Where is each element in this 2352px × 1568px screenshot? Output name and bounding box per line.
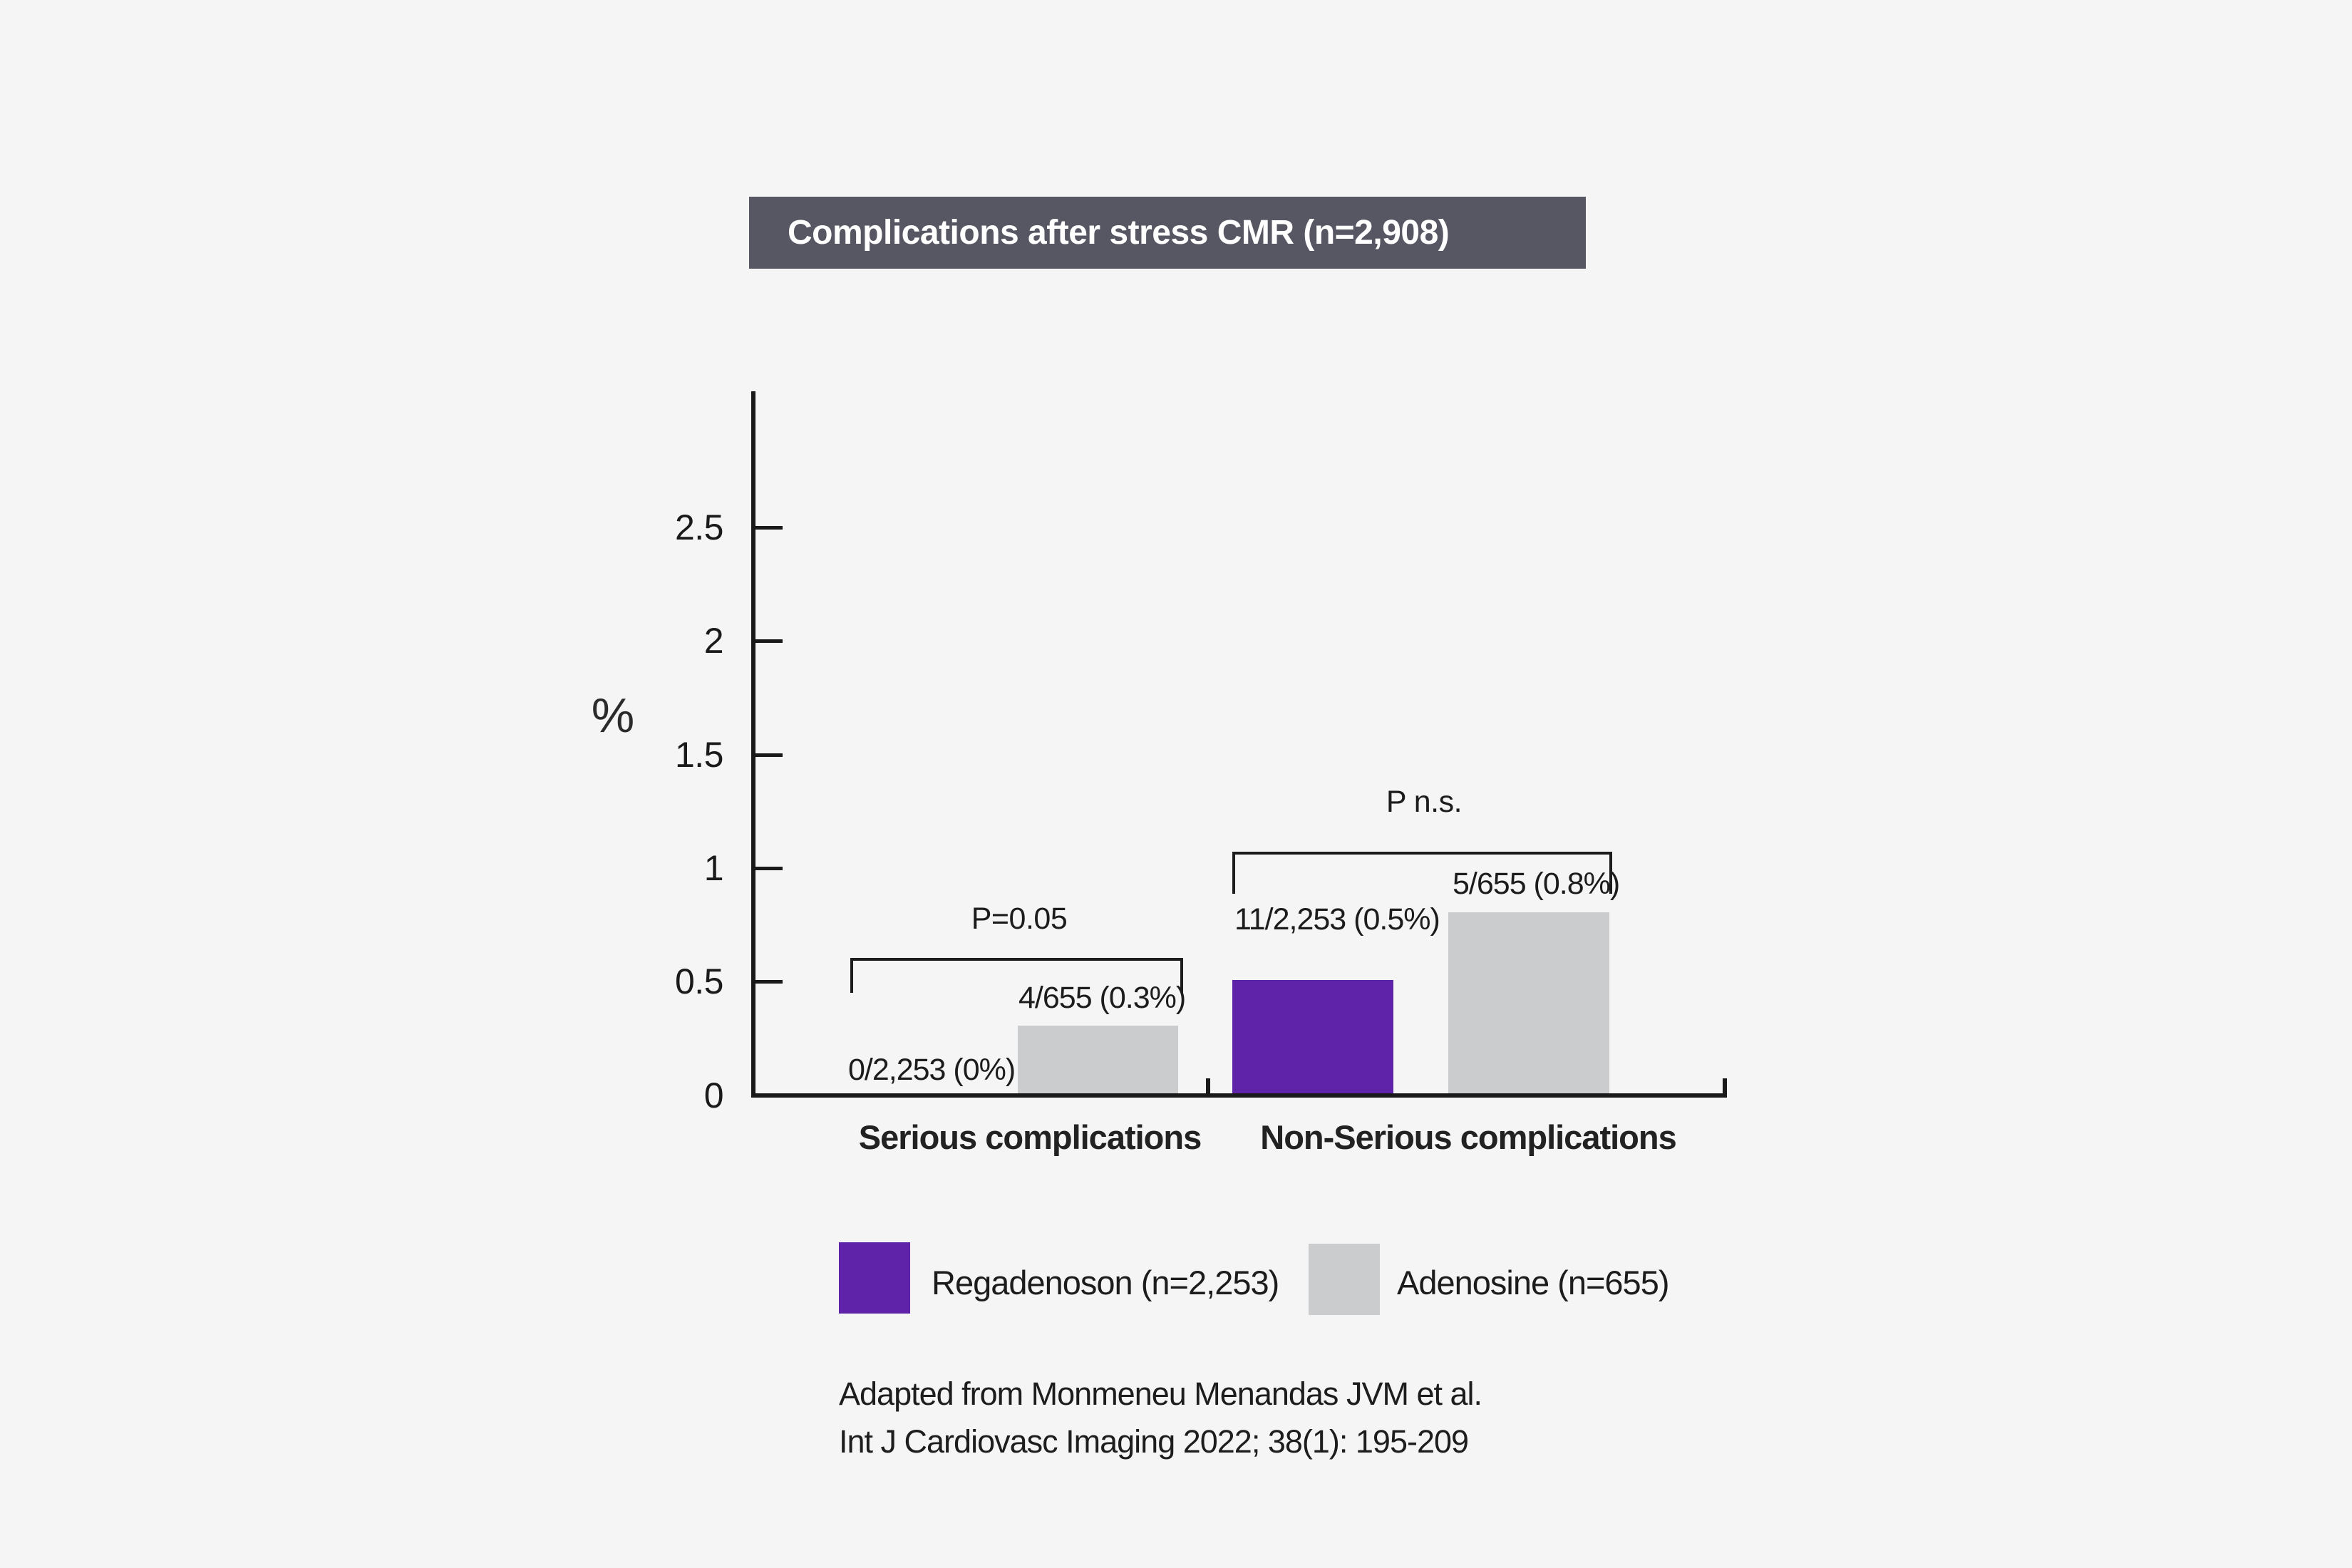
citation-line-2: Int J Cardiovasc Imaging 2022; 38(1): 19…	[839, 1423, 1469, 1460]
y-tick-2-5	[755, 526, 783, 530]
x-axis-mid-tick	[1206, 1078, 1210, 1093]
bar-nonserious-regadenoson	[1232, 980, 1393, 1093]
y-tick-0-5	[755, 980, 783, 984]
legend-label-regadenoson: Regadenoson (n=2,253)	[932, 1264, 1279, 1301]
value-label-serious-adenosine: 4/655 (0.3%)	[1018, 981, 1186, 1015]
y-tick-1	[755, 867, 783, 870]
citation-line-1: Adapted from Monmeneu Menandas JVM et al…	[839, 1376, 1482, 1412]
chart-title: Complications after stress CMR (n=2,908)	[788, 214, 1450, 252]
x-axis-end-tick	[1723, 1078, 1727, 1093]
y-tick-1-5	[755, 753, 783, 757]
bar-nonserious-adenosine	[1448, 912, 1609, 1093]
bar-serious-adenosine	[1018, 1026, 1178, 1093]
value-label-nonserious-adenosine: 5/655 (0.8%)	[1453, 867, 1620, 901]
p-value-label-nonserious: P n.s.	[1386, 785, 1463, 819]
y-tick-label-1-5: 1.5	[674, 735, 724, 775]
y-tick-2	[755, 639, 783, 643]
category-label-nonserious: Non-Serious complications	[1260, 1118, 1676, 1156]
value-label-nonserious-regadenoson: 11/2,253 (0.5%)	[1234, 902, 1440, 937]
y-tick-label-2-5: 2.5	[674, 507, 724, 547]
legend-swatch-adenosine	[1309, 1244, 1380, 1315]
value-label-serious-regadenoson: 0/2,253 (0%)	[848, 1053, 1016, 1087]
y-tick-label-1: 1	[703, 848, 724, 888]
significance-bracket-serious	[850, 958, 1183, 993]
y-tick-label-2: 2	[703, 621, 724, 661]
x-axis-line	[751, 1093, 1727, 1098]
legend-swatch-regadenoson	[839, 1242, 910, 1314]
y-tick-label-0: 0	[703, 1076, 724, 1115]
y-axis-line	[751, 391, 755, 1098]
category-label-serious: Serious complications	[858, 1118, 1202, 1156]
p-value-label-serious: P=0.05	[971, 902, 1068, 936]
legend-label-adenosine: Adenosine (n=655)	[1397, 1264, 1669, 1301]
significance-bracket-nonserious	[1232, 852, 1612, 894]
y-tick-label-0-5: 0.5	[674, 961, 724, 1001]
chart-title-bar: Complications after stress CMR (n=2,908)	[749, 197, 1586, 269]
y-axis-unit-label: %	[591, 688, 635, 743]
